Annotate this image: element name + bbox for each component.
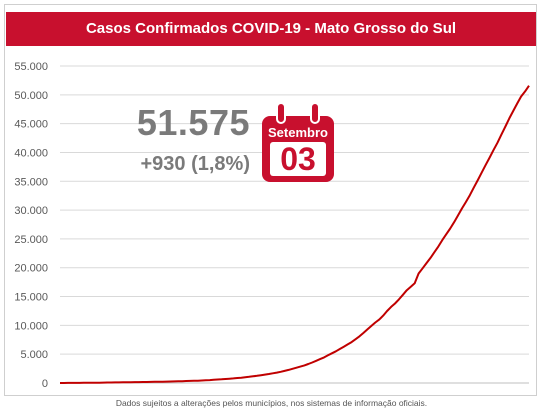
series-line — [60, 85, 530, 384]
y-tick-label: 15.000 — [14, 292, 48, 304]
y-tick-label: 40.000 — [14, 147, 48, 159]
y-tick-label: 20.000 — [14, 263, 48, 275]
y-tick-label: 10.000 — [14, 320, 48, 332]
y-tick-label: 55.000 — [14, 61, 48, 73]
total-cases: 51.575 — [136, 102, 250, 143]
chart-frame — [4, 4, 537, 396]
footnote: Dados sujeitos a alterações pelos municí… — [115, 398, 428, 408]
y-tick-label: 35.000 — [14, 176, 48, 188]
calendar-ring-right — [310, 102, 320, 124]
y-tick-label: 5.000 — [20, 349, 48, 361]
calendar-month: Setembro — [268, 125, 328, 140]
calendar-day-box — [270, 142, 326, 176]
y-tick-label: 45.000 — [14, 119, 48, 131]
calendar-icon: Setembro 03 — [262, 102, 334, 182]
y-tick-label: 25.000 — [14, 234, 48, 246]
calendar-ring-left — [276, 102, 286, 124]
calendar-day: 03 — [280, 141, 316, 177]
y-tick-label: 0 — [42, 378, 48, 390]
y-tick-label: 50.000 — [14, 90, 48, 102]
chart-title: Casos Confirmados COVID-19 - Mato Grosso… — [6, 12, 536, 46]
daily-increase: +930 (1,8%) — [140, 153, 250, 175]
y-tick-label: 30.000 — [14, 205, 48, 217]
